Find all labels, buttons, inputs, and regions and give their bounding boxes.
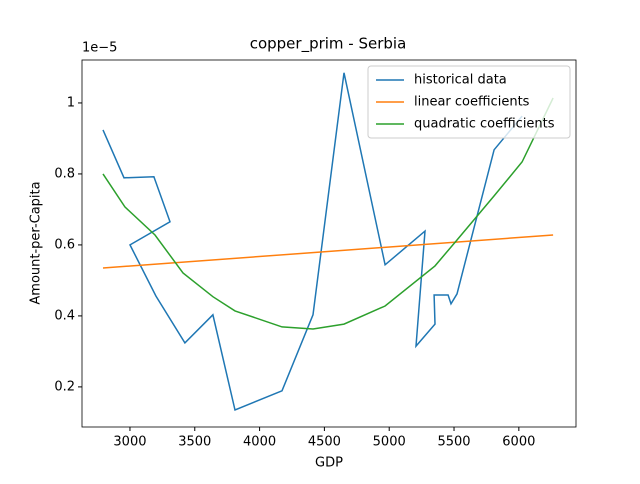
series-line	[102, 97, 554, 330]
x-tick-label: 3000	[113, 435, 146, 450]
chart-title: copper_prim - Serbia	[250, 35, 407, 54]
offset-label: 1e−5	[82, 41, 117, 56]
legend-label: historical data	[414, 73, 507, 88]
x-tick-label: 4000	[243, 435, 276, 450]
x-tick-label: 5000	[373, 435, 406, 450]
y-tick-label: 0.8	[54, 166, 75, 181]
series-line	[102, 72, 523, 412]
y-tick-label: 1	[67, 95, 75, 110]
legend-label: quadratic coefficients	[414, 117, 555, 132]
y-tick-label: 0.4	[54, 308, 75, 323]
series-line	[102, 234, 554, 269]
legend-label: linear coefficients	[414, 95, 530, 110]
x-tick-label: 3500	[178, 435, 211, 450]
x-tick-label: 4500	[308, 435, 341, 450]
x-tick-label: 6000	[502, 435, 535, 450]
plot-frame	[81, 59, 577, 428]
x-axis-label: GDP	[315, 456, 343, 471]
y-tick-label: 0.2	[54, 379, 75, 394]
y-axis-label: Amount-per-Capita	[29, 181, 44, 304]
x-tick-label: 5500	[437, 435, 470, 450]
y-tick-label: 0.6	[54, 237, 75, 252]
legend-box	[367, 65, 571, 139]
